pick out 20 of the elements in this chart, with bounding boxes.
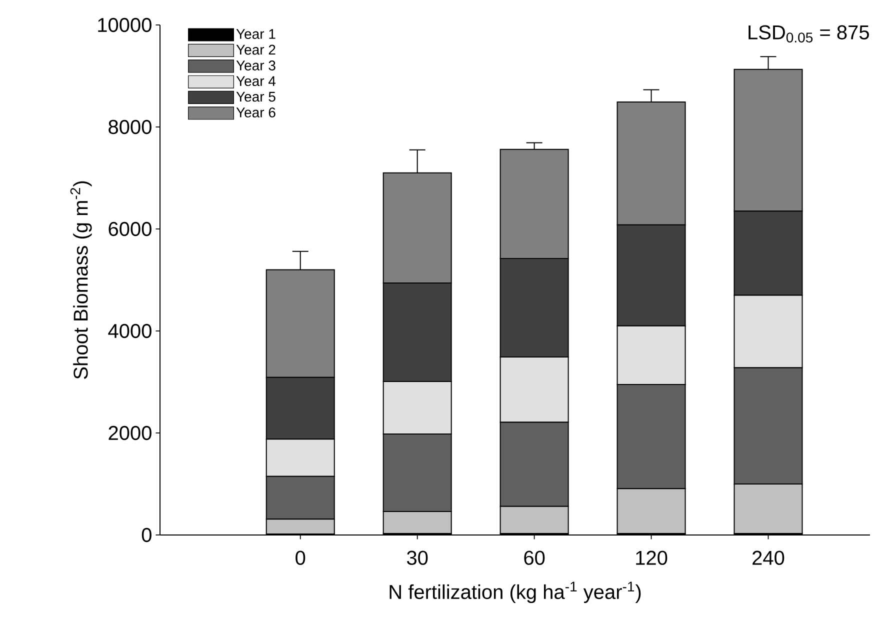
x-tick-label: 0 xyxy=(296,550,306,565)
y-tick-label: 8000 xyxy=(108,120,152,134)
x-axis-title: N fertilization (kg ha$^{-1}$ year$^{-1}$) xyxy=(390,582,641,604)
legend-label: Year 1 xyxy=(236,29,276,39)
legend-label: Year 2 xyxy=(236,44,276,55)
legend-label: Year 3 xyxy=(236,60,276,70)
x-tick-label: 60 xyxy=(524,550,545,565)
y-tick-label: 2000 xyxy=(108,426,152,440)
x-tick-label: 240 xyxy=(752,550,784,565)
legend-label: Year 5 xyxy=(236,92,276,102)
y-axis-title: Shoot Biomass (g m$^{-2}$) xyxy=(70,181,92,379)
x-tick-label: 120 xyxy=(636,550,668,565)
y-tick-label: 10000 xyxy=(98,18,152,32)
legend-label: Year 4 xyxy=(236,76,276,86)
legend-label: Year 6 xyxy=(236,108,276,118)
y-tick-label: 6000 xyxy=(108,222,152,236)
annotation: LSD$_{0.05}$ = 875 xyxy=(748,25,869,43)
y-tick-label: 0 xyxy=(142,528,152,542)
y-tick-label: 4000 xyxy=(108,324,152,338)
x-tick-label: 30 xyxy=(406,550,428,565)
